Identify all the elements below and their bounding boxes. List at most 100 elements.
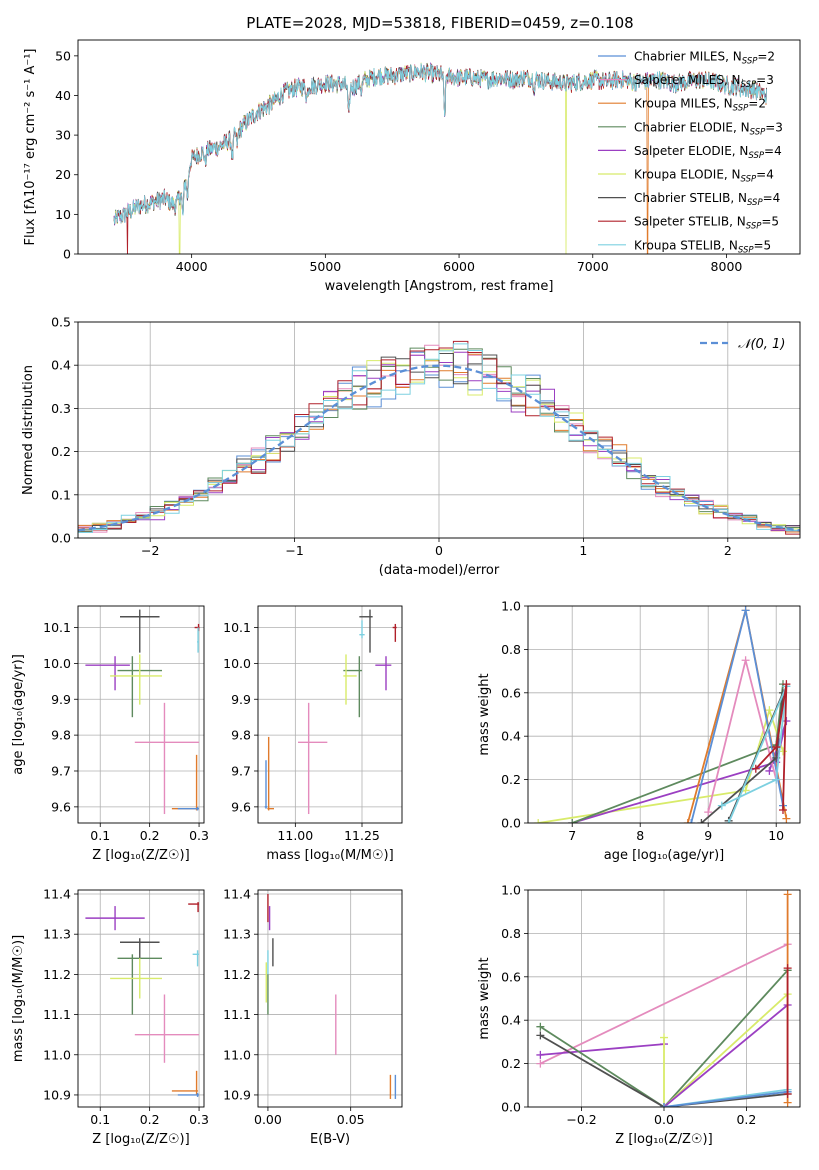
tick-label-x: 0.2	[140, 828, 160, 843]
panel-spectrum: 4000 5000 6000 7000 8000 0 10 20 30 40 50 wavelengt…	[23, 39, 801, 294]
tick-label-x: 0.0	[654, 1112, 674, 1127]
weight-marker	[782, 680, 791, 689]
tick-label-x: 2	[724, 543, 732, 558]
tick-label-y: 11.4	[223, 887, 251, 902]
errorbar-chabrier_miles	[177, 806, 200, 811]
weight-line-chabrier_elodie	[568, 680, 787, 823]
tick-label-y: 0.4	[501, 729, 521, 744]
tick-label-y: 0.6	[501, 685, 521, 700]
weight-line-salpeter_elodie	[568, 717, 791, 823]
weight-path	[721, 685, 788, 823]
y-axis-label: Flux [fλ10⁻¹⁷ erg cm⁻² s⁻¹ A⁻¹]	[23, 49, 38, 246]
tick-label-x: 6000	[443, 259, 475, 274]
tick-label-x: −0.2	[566, 1112, 596, 1127]
errorbar-salpeter_miles	[134, 702, 200, 815]
panel-weight_vs_age: 7 8 9 10 0.0 0.2 0.4 0.6 0.8 1.0 age [log₁₀(age/yr…	[477, 599, 801, 863]
weight-marker	[534, 819, 543, 823]
tick-label-y: 9.6	[51, 799, 71, 814]
x-axis-label: E(B-V)	[310, 1132, 350, 1147]
legend-entry: Kroupa STELIB, NSSP=5	[634, 238, 771, 255]
axes-frame	[77, 39, 801, 255]
tick-label-y: 1.0	[501, 883, 521, 898]
weight-marker	[779, 747, 787, 756]
tick-label-y: 0.4	[51, 358, 71, 373]
tick-label-y: 0.6	[501, 969, 521, 984]
errorbar-chabrier_stelib	[359, 609, 373, 653]
tick-label-y: 9.9	[51, 692, 71, 707]
errorbar-chabrier_stelib	[120, 609, 160, 653]
errorbar-chabrier_miles	[264, 760, 268, 809]
tick-label-x: 0.3	[189, 828, 209, 843]
errorbar-salpeter_miles	[134, 994, 200, 1063]
tick-label-y: 0.2	[51, 444, 71, 459]
y-axis-label: mass [log₁₀(M/M☉)]	[11, 935, 26, 1062]
tick-label-x: 0.3	[189, 1112, 209, 1127]
weight-marker	[536, 1031, 545, 1040]
tick-label-x: 11.00	[277, 828, 313, 843]
weight-path	[663, 1090, 788, 1107]
legend-entry: Chabrier ELODIE, NSSP=3	[634, 120, 783, 137]
weight-marker	[536, 1022, 545, 1031]
gaussian-curve	[78, 364, 800, 532]
weight-marker	[772, 743, 781, 752]
tick-label-x: 7000	[577, 259, 609, 274]
errorbar-kroupa_stelib	[192, 950, 200, 967]
weight-path	[540, 1043, 665, 1056]
spectrum-line-kroupa_elodie	[113, 62, 767, 254]
tick-label-y: 11.3	[43, 927, 71, 942]
tick-label-y: 0.5	[51, 315, 71, 330]
errorbar-kroupa_miles	[171, 1070, 199, 1095]
legend-entry: Salpeter STELIB, NSSP=5	[634, 215, 779, 232]
legend-entry: Kroupa ELODIE, NSSP=4	[634, 168, 774, 185]
tick-label-x: 4000	[176, 259, 208, 274]
x-axis-label: Z [log₁₀(Z/Z☉)]	[92, 848, 189, 863]
tick-label-y: 0.3	[51, 401, 71, 416]
weight-marker	[765, 706, 774, 715]
figure-title: PLATE=2028, MJD=53818, FIBERID=0459, z=0…	[246, 14, 633, 32]
tick-label-x: 11.25	[344, 828, 380, 843]
weight-path	[540, 943, 788, 1065]
tick-label-x: 8000	[711, 259, 743, 274]
axes-frame	[257, 889, 403, 1108]
tick-label-x: 0.1	[90, 828, 110, 843]
tick-label-y: 11.2	[223, 967, 251, 982]
tick-label-x: −1	[285, 543, 303, 558]
tick-label-y: 0.2	[501, 1056, 521, 1071]
weight-line-salpeter_stelib	[751, 680, 791, 814]
x-axis-label: Z [log₁₀(Z/Z☉)]	[92, 1132, 189, 1147]
weight-marker	[783, 964, 792, 973]
x-axis-label: (data-model)/error	[379, 563, 500, 578]
weight-path	[663, 993, 789, 1107]
tick-label-y: 20	[55, 167, 71, 182]
weight-marker	[765, 766, 774, 775]
weight-path	[538, 707, 784, 823]
panel-residuals: −2 −1 0 1 2 0.0 0.1 0.2 0.3 0.4 0.5 (data-model)/er…	[21, 315, 801, 578]
tick-label-y: 11.2	[43, 967, 71, 982]
tick-label-y: 11.0	[43, 1047, 71, 1062]
tick-label-y: 9.7	[231, 763, 251, 778]
tick-label-y: 10.0	[223, 656, 251, 671]
tick-label-x: 8	[636, 828, 644, 843]
spectrum-legend: Chabrier MILES, NSSP=2 Salpeter MILES, NS…	[598, 50, 783, 255]
tick-label-y: 9.9	[231, 692, 251, 707]
axes-frame	[77, 605, 205, 824]
weight-marker	[536, 1050, 545, 1059]
axes-frame	[77, 889, 205, 1108]
legend-gaussian-label: 𝒩(0, 1)	[738, 337, 785, 352]
errorbar-salpeter_elodie	[85, 656, 130, 691]
histogram-kroupa_stelib	[78, 343, 800, 537]
panel-weight_vs_Z: −0.2 0.0 0.2 0.0 0.2 0.4 0.6 0.8 1.0 Z [log₁₀(Z/Z…	[477, 883, 801, 1147]
panel-age_vs_Z: 0.1 0.2 0.3 9.6 9.7 9.8 9.9 10.0 10.1 Z [log₁₀(Z/…	[11, 605, 209, 863]
weight-path	[539, 1034, 788, 1107]
axes-frame	[77, 321, 801, 539]
tick-label-y: 9.6	[231, 799, 251, 814]
chart-layer: 4000 5000 6000 7000 800001020304050wavelengt…	[11, 39, 801, 1147]
errorbar-chabrier_stelib	[120, 938, 160, 959]
weight-marker	[687, 819, 696, 823]
tick-label-y: 9.8	[231, 728, 251, 743]
tick-label-x: 0.1	[90, 1112, 110, 1127]
y-axis-label: age [log₁₀(age/yr)]	[11, 654, 26, 775]
tick-label-y: 40	[55, 88, 71, 103]
tick-label-y: 11.1	[223, 1007, 251, 1022]
